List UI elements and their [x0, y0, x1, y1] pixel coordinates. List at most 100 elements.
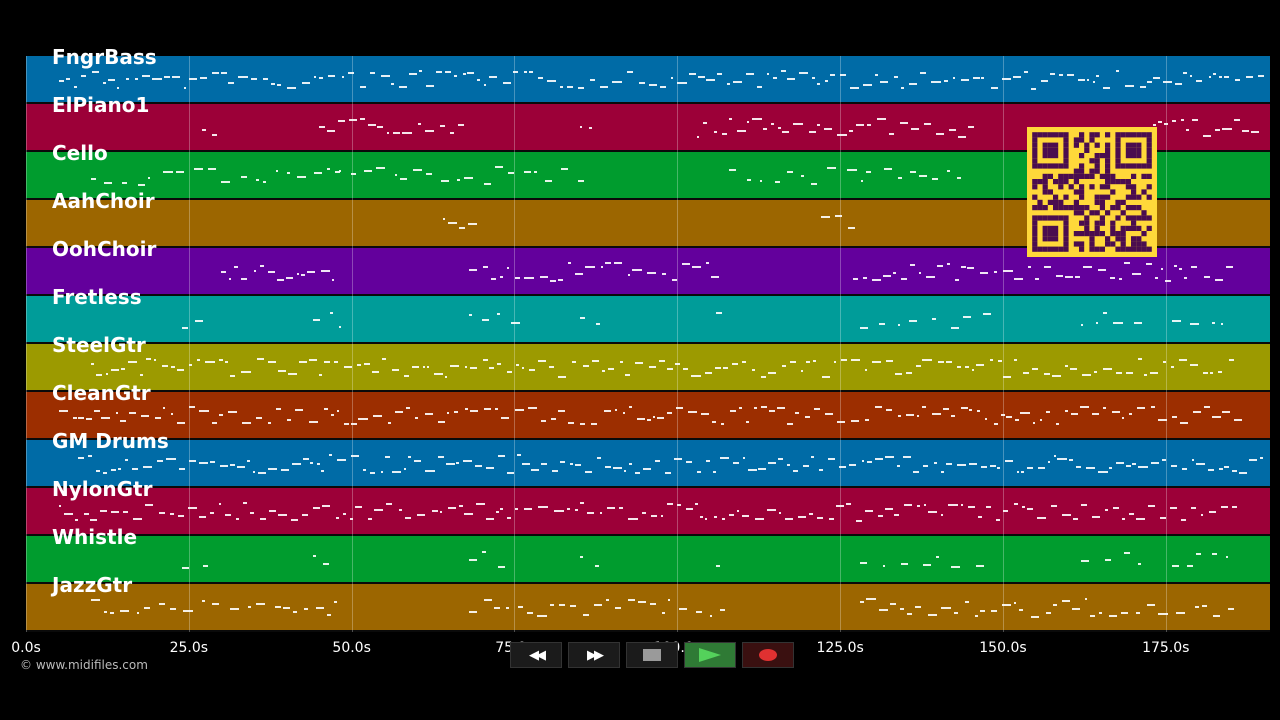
qr-module — [1047, 225, 1053, 231]
midi-note — [834, 360, 837, 363]
midi-note — [918, 272, 921, 275]
midi-note — [358, 417, 368, 420]
track-lane-cleangtr[interactable] — [26, 392, 1270, 438]
midi-note — [990, 358, 993, 361]
midi-note — [781, 364, 786, 367]
midi-note — [1079, 406, 1090, 409]
track-lane-whistle[interactable] — [26, 536, 1270, 582]
track-lane-fretless[interactable] — [26, 296, 1270, 342]
midi-note — [527, 406, 537, 409]
midi-note — [417, 123, 422, 126]
fast-forward-button[interactable]: ▶▶ — [568, 642, 620, 668]
midi-note — [513, 71, 519, 74]
midi-note — [486, 517, 495, 520]
midi-note — [551, 469, 559, 472]
stop-button[interactable] — [626, 642, 678, 668]
midi-note — [316, 606, 324, 609]
midi-note — [129, 412, 136, 415]
midi-note — [334, 601, 337, 603]
tick-label: 150.0s — [979, 640, 1027, 656]
midi-note — [741, 360, 746, 363]
midi-note — [885, 456, 895, 459]
midi-note — [319, 125, 325, 128]
midi-note — [634, 361, 643, 364]
qr-module — [1042, 231, 1048, 237]
midi-note — [221, 180, 230, 183]
qr-code-icon[interactable] — [1027, 127, 1157, 257]
qr-module — [1136, 205, 1142, 211]
qr-module — [1073, 189, 1079, 195]
midi-note — [677, 81, 687, 84]
midi-note — [1032, 421, 1036, 424]
midi-note — [624, 469, 627, 472]
track-lane-jazzgtr[interactable] — [26, 584, 1270, 630]
midi-note — [655, 459, 660, 462]
midi-note — [915, 364, 922, 367]
qr-module — [1047, 147, 1053, 153]
midi-note — [1000, 413, 1005, 416]
midi-note — [110, 510, 120, 513]
midi-note — [723, 367, 729, 370]
midi-note — [450, 132, 454, 135]
midi-note — [1030, 87, 1036, 90]
midi-note — [1203, 275, 1211, 278]
midi-note — [931, 318, 936, 321]
midi-note — [646, 271, 657, 274]
midi-note — [111, 468, 117, 471]
midi-note — [667, 368, 674, 371]
midi-note — [637, 417, 645, 420]
midi-note — [120, 420, 127, 423]
qr-module — [1136, 246, 1142, 252]
track-lane-nylongtr[interactable] — [26, 488, 1270, 534]
record-icon — [759, 649, 777, 661]
midi-note — [752, 118, 762, 121]
qr-module — [1032, 225, 1038, 231]
record-button[interactable] — [742, 642, 794, 668]
midi-note — [287, 373, 298, 376]
midi-note — [155, 416, 161, 419]
midi-note — [816, 83, 820, 86]
midi-note — [806, 360, 810, 363]
midi-note — [701, 413, 709, 416]
midi-note — [922, 406, 927, 409]
midi-note — [331, 278, 335, 281]
midi-note — [243, 502, 247, 505]
midi-note — [759, 180, 763, 183]
midi-note — [94, 409, 100, 412]
midi-note — [1014, 278, 1023, 281]
track-lane-fngrbass[interactable] — [26, 56, 1270, 102]
midi-note — [1103, 312, 1107, 315]
midi-note — [745, 421, 750, 424]
qr-module — [1037, 215, 1043, 221]
track-name: Cello — [52, 141, 108, 165]
tick-label: 50.0s — [332, 640, 371, 656]
track-lane-steelgtr[interactable] — [26, 344, 1270, 390]
midi-note — [124, 459, 128, 462]
play-button[interactable] — [684, 642, 736, 668]
midi-note — [936, 133, 944, 136]
track-lane-gm-drums[interactable] — [26, 440, 1270, 486]
qr-module — [1099, 231, 1105, 237]
midi-note — [439, 124, 445, 127]
midi-note — [691, 374, 702, 377]
midi-note — [131, 468, 139, 471]
midi-note — [713, 515, 718, 518]
midi-note — [667, 599, 671, 602]
midi-note — [1037, 467, 1046, 470]
qr-module — [1032, 179, 1038, 185]
midi-note — [975, 615, 979, 618]
midi-note — [1115, 70, 1119, 73]
midi-note — [948, 503, 958, 506]
midi-note — [550, 279, 557, 282]
rewind-button[interactable]: ◀◀ — [510, 642, 562, 668]
midi-note — [1047, 460, 1051, 463]
midi-note — [902, 455, 912, 458]
midi-note — [595, 565, 599, 568]
qr-module — [1115, 147, 1121, 153]
qr-module — [1094, 194, 1100, 200]
midi-note — [1128, 513, 1135, 516]
midi-note — [1041, 79, 1048, 82]
midi-note — [1091, 413, 1100, 416]
qr-module — [1047, 173, 1053, 179]
midi-note — [1194, 606, 1200, 609]
